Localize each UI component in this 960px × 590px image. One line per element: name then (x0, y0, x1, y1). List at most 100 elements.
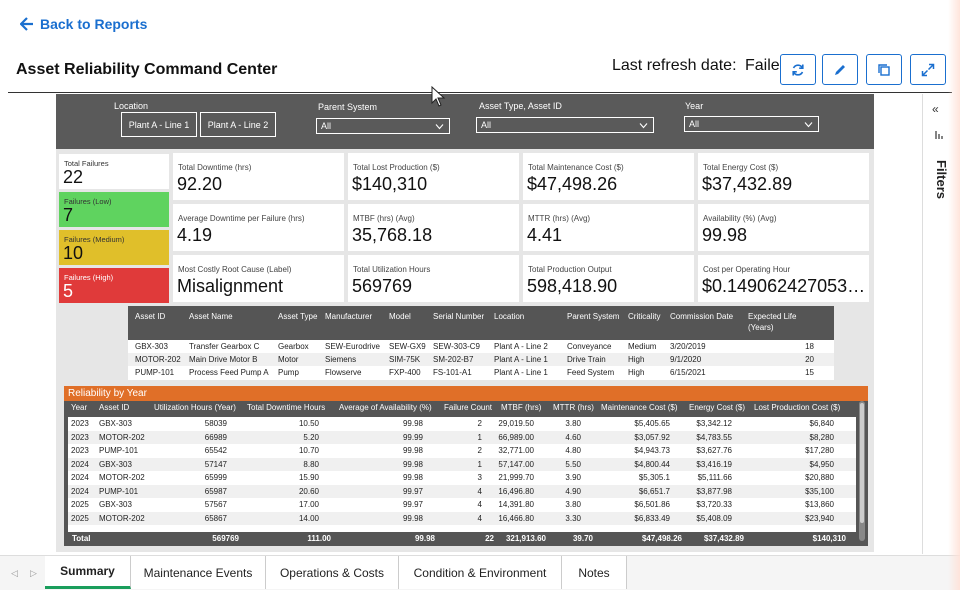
table-cell: GBX-303 (99, 500, 132, 509)
table-row[interactable]: 2024 GBX-303 57147 8.80 99.98 1 57,147.00 5.50 $… (68, 457, 856, 471)
table-row[interactable]: 2023 GBX-303 58039 10.50 99.98 2 29,019.50 3.80… (68, 417, 856, 431)
column-header[interactable]: Asset Name (189, 312, 233, 321)
column-header[interactable]: Lost Production Cost ($) (754, 403, 841, 412)
vertical-scrollbar[interactable] (859, 401, 865, 541)
expand-button[interactable] (910, 54, 946, 85)
column-header[interactable]: Model (389, 312, 411, 321)
table-row[interactable]: 2025 MOTOR-202 65867 14.00 99.98 4 16,466.80 3.… (68, 511, 856, 525)
total-cell: 39.70 (572, 534, 593, 543)
card-value: 22 (63, 167, 84, 187)
column-header[interactable]: Serial Number (433, 312, 485, 321)
tab-notes[interactable]: Notes (562, 556, 627, 589)
tab-prev-icon[interactable]: ◁ (11, 568, 18, 578)
table-cell: 10.50 (298, 419, 319, 428)
table-cell: 2023 (71, 419, 89, 428)
table-row[interactable]: 2025 GBX-303 57567 17.00 99.97 4 14,391.80 3.80… (68, 498, 856, 512)
kpi-label: Average Downtime per Failure (hrs) (178, 214, 305, 223)
table-cell: 20 (805, 355, 814, 364)
asset-type-dropdown[interactable]: All (476, 117, 654, 133)
table-cell: PUMP-101 (99, 446, 139, 455)
reliability-title: Reliability by Year (64, 386, 868, 401)
column-header[interactable]: Asset Type (278, 312, 318, 321)
column-header[interactable]: Failure Count (444, 403, 493, 412)
collapse-panel-icon[interactable]: « (932, 102, 939, 116)
table-cell: GBX-303 (135, 342, 168, 351)
table-cell: 20.60 (298, 486, 319, 496)
year-dropdown[interactable]: All (684, 116, 819, 132)
total-cell: 321,913.60 (505, 534, 546, 543)
reliability-body: 2023 GBX-303 58039 10.50 99.98 2 29,019.50 3.80… (68, 417, 856, 532)
total-cell: $37,432.89 (703, 534, 744, 543)
chevron-down-icon (639, 123, 648, 129)
table-cell: 16,496.80 (498, 486, 534, 496)
column-header[interactable]: Utilization Hours (Year) (154, 403, 236, 412)
copy-button[interactable] (866, 54, 902, 85)
location-chip-line2[interactable]: Plant A - Line 2 (200, 112, 276, 137)
total-cell: 569769 (212, 534, 239, 543)
column-header[interactable]: Parent System (567, 312, 620, 321)
table-cell: Feed System (567, 368, 615, 377)
parent-system-value: All (321, 121, 332, 131)
filter-icon (935, 131, 943, 139)
table-cell: 57,147.00 (498, 459, 534, 469)
column-header[interactable]: MTTR (hrs) (553, 403, 594, 412)
column-header[interactable]: Location (494, 312, 525, 321)
page-title: Asset Reliability Command Center (16, 61, 278, 78)
column-header[interactable]: Manufacturer (325, 312, 373, 321)
refresh-button[interactable] (780, 54, 816, 85)
column-header[interactable]: Maintenance Cost ($) (601, 403, 678, 412)
column-header[interactable]: Average of Availability (%) (339, 403, 432, 412)
table-row[interactable]: 2023 PUMP-101 65542 10.70 99.98 2 32,771.00 4.8… (68, 444, 856, 458)
table-cell: 29,019.50 (498, 419, 534, 428)
card-label: Total Failures (64, 159, 109, 168)
table-cell: 4.60 (565, 432, 581, 442)
kpi-card: Total Production Output 598,418.90 (523, 255, 694, 302)
filters-label[interactable]: Filters (934, 160, 949, 200)
table-cell: $23,940 (805, 513, 834, 523)
table-cell: $8,280 (809, 432, 834, 442)
failures-medium-card: Failures (Medium) 10 (59, 230, 169, 265)
table-row[interactable]: 2024 MOTOR-202 65999 15.90 99.98 3 21,999.70 3.… (68, 471, 856, 485)
table-cell: GBX-303 (99, 419, 132, 428)
table-cell: $4,943.73 (634, 446, 670, 455)
column-header[interactable]: Year (71, 403, 88, 412)
parent-system-dropdown[interactable]: All (316, 118, 450, 134)
copy-icon (878, 63, 890, 76)
edit-button[interactable] (822, 54, 858, 85)
table-row[interactable]: MOTOR-202 Main Drive Motor B Motor Sieme… (128, 353, 834, 366)
tab-maintenance-events[interactable]: Maintenance Events (131, 556, 266, 589)
column-header[interactable]: Expected Life (748, 312, 797, 321)
location-chip-line1[interactable]: Plant A - Line 1 (121, 112, 197, 137)
table-row[interactable]: GBX-303 Transfer Gearbox C Gearbox SEW-E… (128, 340, 834, 353)
tab-summary[interactable]: Summary (45, 556, 131, 589)
column-header[interactable]: Energy Cost ($) (689, 403, 746, 412)
table-row[interactable]: PUMP-101 Process Feed Pump A Pump Flowse… (128, 366, 834, 379)
table-cell: $17,280 (805, 446, 834, 455)
table-row[interactable]: 2023 MOTOR-202 66989 5.20 99.99 1 66,989.00 4.6… (68, 430, 856, 444)
table-cell: 18 (805, 342, 814, 351)
back-to-reports-link[interactable]: Back to Reports (20, 16, 147, 32)
tab-condition-environment[interactable]: Condition & Environment (399, 556, 562, 589)
column-header[interactable]: Commission Date (670, 312, 734, 321)
column-header[interactable]: Criticality (628, 312, 661, 321)
table-cell: Pump (278, 368, 299, 377)
column-header[interactable]: Total Downtime Hours (247, 403, 326, 412)
table-cell: MOTOR-202 (135, 355, 181, 364)
column-header[interactable]: Asset ID (99, 403, 130, 412)
table-cell: 65542 (204, 446, 227, 455)
table-cell: FXP-400 (389, 368, 421, 377)
table-cell: Motor (278, 355, 299, 364)
column-header[interactable]: Asset ID (135, 312, 166, 321)
header-divider (8, 92, 952, 93)
table-cell: MOTOR-202 (99, 513, 145, 523)
tab-next-icon[interactable]: ▷ (30, 568, 37, 578)
scrollbar-thumb[interactable] (860, 403, 864, 523)
table-cell: 66,989.00 (498, 432, 534, 442)
table-row[interactable]: 2024 PUMP-101 65987 20.60 99.97 4 16,496.80 4.9… (68, 484, 856, 498)
arrow-left-icon (20, 17, 33, 31)
total-cell: 99.98 (414, 534, 435, 543)
tab-operations-costs[interactable]: Operations & Costs (266, 556, 399, 589)
kpi-label: MTTR (hrs) (Avg) (528, 214, 591, 223)
table-cell: SIM-75K (389, 355, 421, 364)
column-header[interactable]: MTBF (hrs) (501, 403, 542, 412)
